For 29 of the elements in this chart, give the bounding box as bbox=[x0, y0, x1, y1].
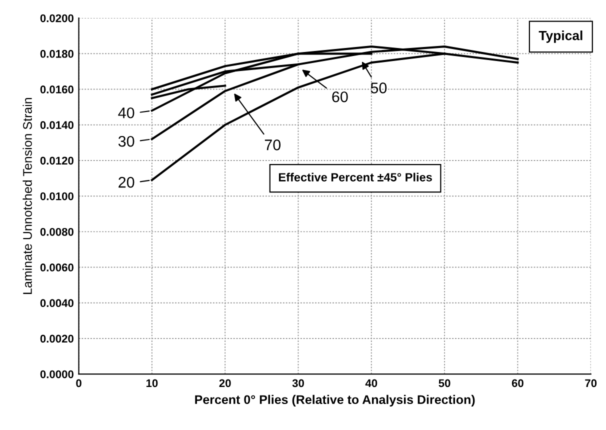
y-tick-label: 0.0180 bbox=[40, 50, 74, 58]
y-tick-label: 0.0080 bbox=[40, 228, 74, 236]
annotation: 30 bbox=[118, 136, 134, 147]
x-axis-title: Percent 0° Plies (Relative to Analysis Direction) bbox=[195, 394, 475, 407]
annotation: 60 bbox=[332, 91, 348, 102]
x-tick-label: 70 bbox=[585, 379, 597, 388]
y-tick-label: 0.0160 bbox=[40, 86, 74, 94]
y-tick-label: 0.0040 bbox=[40, 299, 74, 308]
x-tick-label: 0 bbox=[76, 379, 82, 388]
y-tick-label: 0.0120 bbox=[40, 156, 74, 165]
x-tick-label: 60 bbox=[512, 379, 524, 388]
annotation: 40 bbox=[118, 107, 134, 118]
annotation: Effective Percent ±45° Plies bbox=[278, 172, 432, 182]
y-tick-label: 0.0060 bbox=[40, 264, 74, 272]
annotation: 70 bbox=[264, 140, 281, 150]
annotation: 50 bbox=[370, 82, 387, 94]
x-tick-label: 30 bbox=[292, 379, 304, 388]
x-tick-label: 20 bbox=[219, 379, 231, 388]
y-axis-title: Laminate Unnotched Tension Strain bbox=[22, 98, 32, 294]
x-tick-label: 40 bbox=[365, 379, 378, 388]
y-tick-label: 0.0100 bbox=[40, 192, 74, 200]
x-tick-label: 10 bbox=[146, 379, 158, 388]
y-tick-label: 0.0140 bbox=[40, 121, 74, 130]
x-tick-label: 50 bbox=[438, 379, 450, 388]
y-tick-label: 0.0200 bbox=[40, 14, 74, 22]
annotation: 20 bbox=[118, 176, 134, 188]
y-tick-label: 0.0020 bbox=[40, 334, 74, 343]
annotation: Typical bbox=[538, 30, 582, 43]
y-tick-label: 0.0000 bbox=[40, 370, 74, 378]
